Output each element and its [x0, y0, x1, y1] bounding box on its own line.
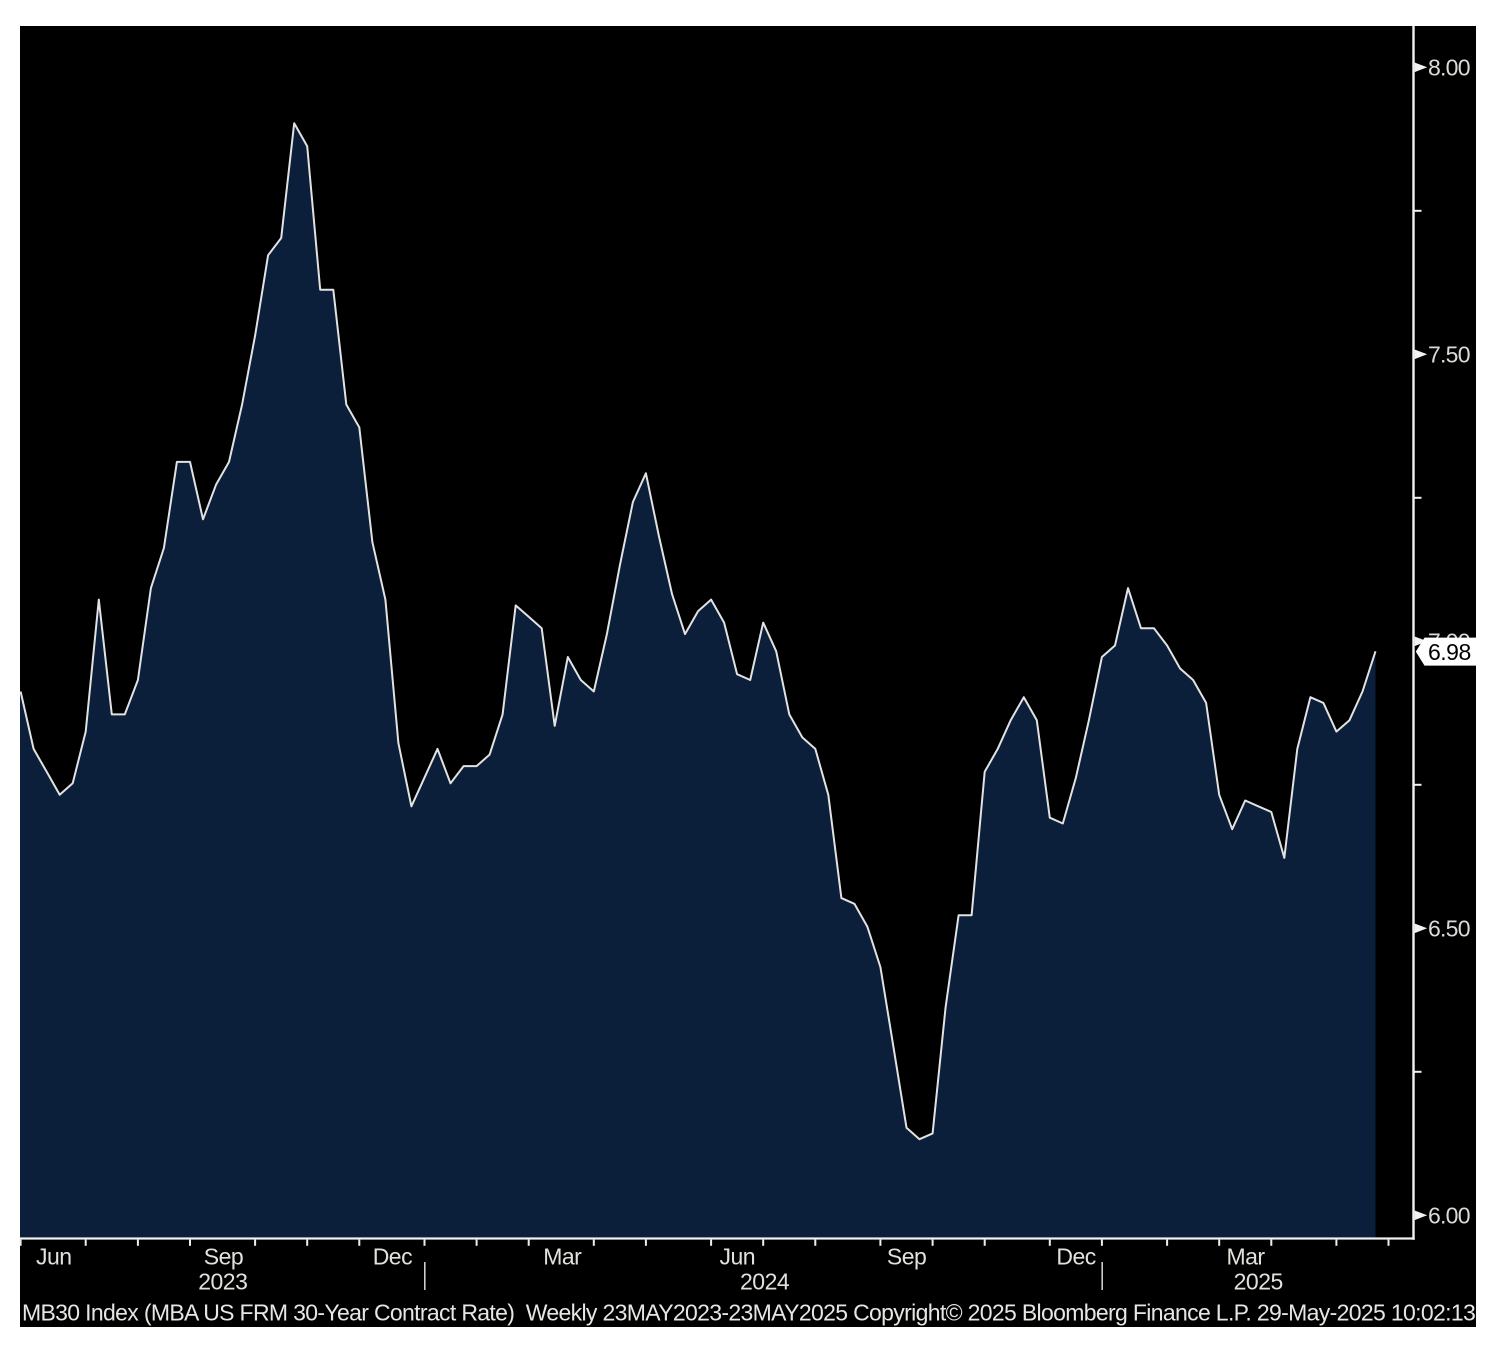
svg-text:Sep: Sep [204, 1244, 243, 1270]
svg-text:Mar: Mar [543, 1244, 582, 1270]
svg-text:8.00: 8.00 [1428, 55, 1470, 81]
svg-text:Mar: Mar [1226, 1244, 1265, 1270]
svg-text:Sep: Sep [887, 1244, 926, 1270]
svg-text:Dec: Dec [373, 1244, 412, 1270]
svg-text:6.50: 6.50 [1428, 916, 1470, 942]
svg-text:6.00: 6.00 [1428, 1203, 1470, 1229]
svg-text:Dec: Dec [1056, 1244, 1095, 1270]
svg-text:2024: 2024 [740, 1269, 790, 1295]
svg-text:MB30 Index (MBA US FRM 30-Year: MB30 Index (MBA US FRM 30-Year Contract … [22, 1299, 1475, 1325]
svg-text:2025: 2025 [1234, 1269, 1283, 1295]
svg-text:6.98: 6.98 [1428, 639, 1471, 665]
svg-text:Jun: Jun [36, 1244, 72, 1270]
svg-text:7.50: 7.50 [1428, 342, 1470, 368]
svg-text:2023: 2023 [198, 1269, 247, 1295]
svg-text:Jun: Jun [720, 1244, 756, 1270]
